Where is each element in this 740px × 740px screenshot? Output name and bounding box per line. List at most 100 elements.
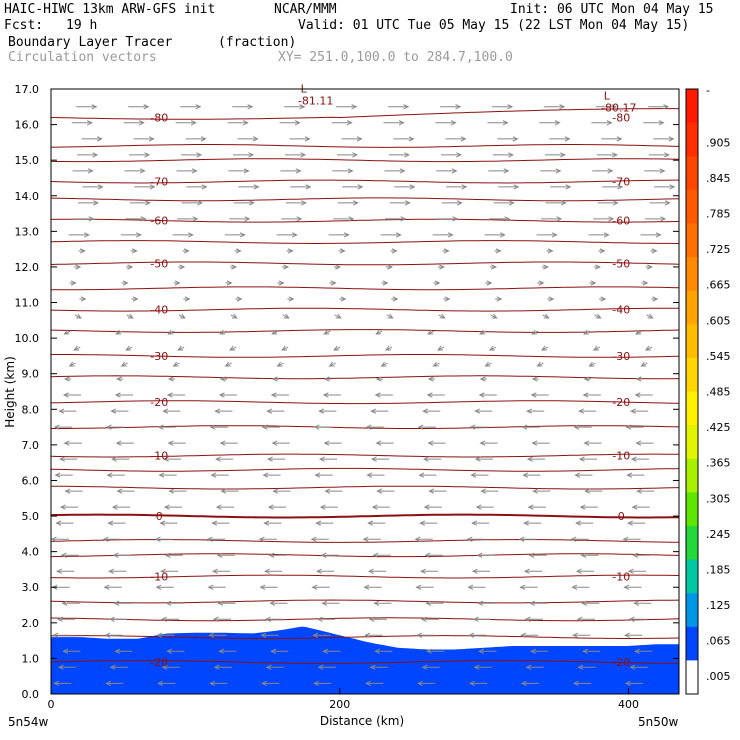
vector-head — [536, 361, 543, 367]
vector-head — [115, 376, 122, 382]
vector-head — [263, 520, 270, 526]
vector-head — [296, 216, 303, 222]
vector-head — [408, 136, 415, 142]
vector-head — [312, 632, 319, 638]
vector-head — [276, 361, 283, 367]
vector-head — [403, 104, 410, 110]
vector-head — [304, 136, 311, 142]
y-tick-label: 4.0 — [22, 546, 40, 559]
contour-label: 0 — [156, 510, 163, 523]
vector-head — [450, 120, 457, 126]
vector-head — [409, 184, 416, 190]
vector-head — [366, 472, 373, 478]
vector-head — [579, 504, 586, 510]
vector-head — [584, 488, 591, 494]
vector-head — [451, 168, 458, 174]
vector-head — [522, 472, 529, 478]
low-value: -80.17 — [601, 102, 636, 115]
vector-head — [434, 280, 441, 286]
vector-head — [599, 248, 606, 254]
vector-head — [215, 504, 222, 510]
vector-head — [219, 329, 226, 335]
contour-label: -80 — [612, 111, 630, 124]
vector-head — [278, 280, 285, 286]
vector-head — [439, 313, 446, 319]
vector-head — [478, 392, 485, 398]
colorbar-label: .305 — [706, 492, 731, 505]
colorbar-label: .665 — [706, 279, 731, 292]
vector-head — [114, 648, 121, 654]
vector-head — [68, 361, 75, 367]
vector-head — [283, 313, 290, 319]
vector-head — [224, 361, 231, 367]
vector-head — [163, 456, 169, 462]
vector-head — [107, 520, 114, 526]
vector-head — [109, 664, 116, 670]
vector-head — [612, 200, 619, 206]
vector-head — [53, 680, 60, 686]
vector-head — [467, 584, 474, 590]
vector-head — [328, 361, 335, 367]
vector-head — [491, 264, 498, 270]
vector-head — [466, 536, 473, 542]
vector-head — [271, 440, 278, 446]
vector-head — [235, 248, 242, 254]
vector-head — [395, 232, 402, 238]
plot-frame — [50, 88, 680, 695]
vector-head — [630, 456, 637, 462]
contour-line — [51, 354, 679, 358]
vector-head — [468, 632, 475, 638]
vector-head — [658, 120, 665, 126]
contour-line — [51, 158, 679, 163]
colorbar-label: .545 — [706, 350, 731, 363]
vector-head — [635, 376, 642, 382]
vector-head — [415, 584, 422, 590]
colorbar-label: .425 — [706, 421, 731, 434]
contour-label: -20 — [612, 656, 630, 669]
contour-line — [51, 513, 679, 519]
vector-head — [469, 424, 476, 430]
colorbar-swatch — [686, 391, 698, 426]
vector-head — [627, 568, 634, 574]
x-tick-label: 200 — [329, 698, 350, 711]
vector-head — [547, 248, 554, 254]
vector-head — [305, 184, 312, 190]
vector-head — [470, 472, 477, 478]
field-units: (fraction) — [218, 35, 297, 50]
vector-head — [287, 248, 294, 254]
vector-head — [518, 536, 525, 542]
vector-head — [612, 152, 618, 158]
vector-head — [201, 184, 208, 190]
x-end-label: 5n50w — [638, 715, 679, 729]
vector-head — [472, 616, 479, 622]
vector-head — [131, 248, 138, 254]
vector-head — [183, 248, 190, 254]
vector-head — [540, 345, 547, 351]
vector-head — [314, 472, 321, 478]
vector-head — [608, 216, 615, 222]
vector-head — [668, 136, 675, 142]
vector-head — [58, 408, 65, 414]
vector-head — [636, 488, 643, 494]
vector-head — [347, 168, 354, 174]
vector-head — [368, 616, 375, 622]
contour-line — [51, 659, 679, 664]
vector-head — [91, 104, 98, 110]
vector-head — [210, 472, 217, 478]
vector-head — [266, 408, 273, 414]
vector-head — [583, 376, 590, 382]
vector-head — [215, 456, 221, 462]
vector-head — [174, 280, 181, 286]
vector-head — [122, 280, 129, 286]
vector-head — [313, 424, 320, 430]
vector-head — [213, 664, 220, 670]
vector-head — [217, 600, 224, 606]
vector-head — [486, 280, 493, 286]
vector-head — [356, 136, 363, 142]
vector-head — [624, 680, 631, 686]
vector-head — [385, 345, 392, 351]
vector-head — [503, 168, 510, 174]
vector-head — [432, 361, 439, 367]
vector-head — [624, 632, 630, 638]
